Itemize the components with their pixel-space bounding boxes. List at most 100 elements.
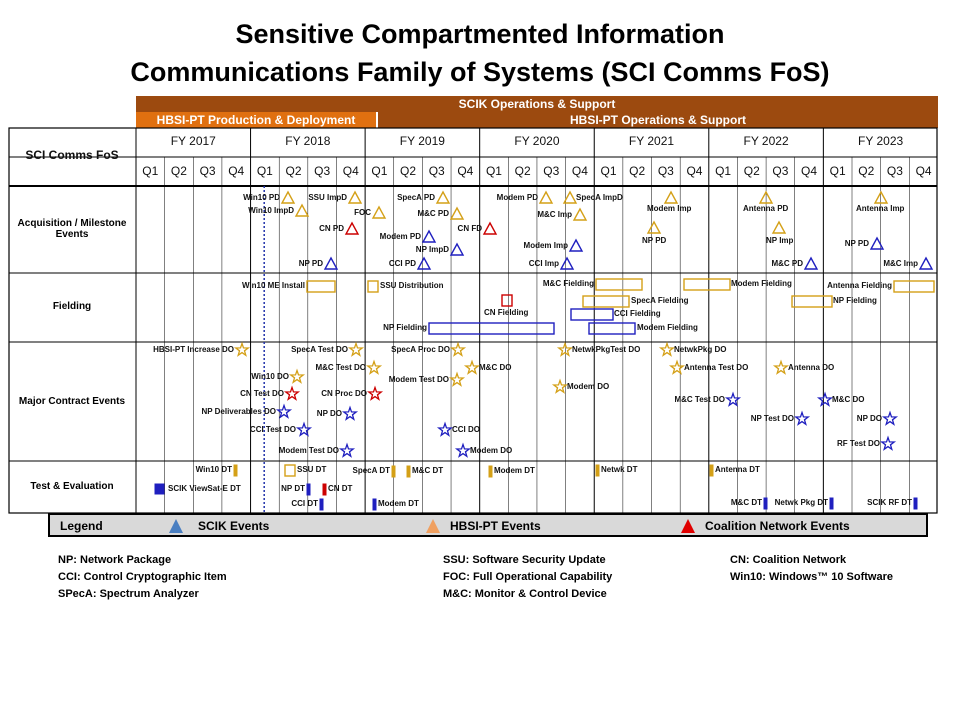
quarter-header: Q4 — [571, 164, 588, 178]
event-label: CCI PD — [388, 259, 416, 268]
dt-marker — [233, 464, 238, 477]
quarter-header: Q1 — [142, 164, 159, 178]
abbr-np: NP: Network Package — [58, 554, 172, 566]
event-label: CN Fielding — [484, 308, 529, 317]
quarter-header: Q2 — [743, 164, 760, 178]
event-label: CCI DT — [291, 499, 318, 508]
star-marker — [275, 403, 293, 419]
triangle-marker — [449, 242, 465, 256]
star-marker — [366, 385, 384, 401]
fy-header: FY 2022 — [743, 134, 789, 148]
event-label: Modem Imp — [647, 204, 692, 213]
triangle-marker — [559, 256, 575, 270]
event-label: CN FD — [457, 224, 482, 233]
hbsi-ops-band: HBSI-PT Operations & Support — [378, 112, 938, 128]
fy-header: FY 2021 — [628, 134, 675, 148]
quarter-header: Q4 — [686, 164, 703, 178]
quarter-header: Q4 — [801, 164, 818, 178]
event-label: SpecA Proc DO — [391, 345, 450, 354]
star-marker — [463, 359, 481, 375]
triangle-marker — [758, 190, 774, 204]
fielding-bar — [367, 280, 379, 293]
event-label: Modem DT — [494, 466, 535, 475]
triangle-marker — [873, 190, 889, 204]
dt-marker — [391, 465, 396, 478]
event-label: Modem Imp — [523, 241, 568, 250]
event-label: CN Test DO — [240, 389, 284, 398]
event-label: NP PD — [642, 236, 667, 245]
star-marker — [772, 359, 790, 375]
star-marker — [724, 391, 742, 407]
quarter-header: Q2 — [514, 164, 531, 178]
event-label: SSU Distribution — [380, 281, 444, 290]
row-label-test-evaluation: Test & Evaluation — [30, 481, 114, 492]
quarter-header: Q1 — [485, 164, 502, 178]
scik-triangle-icon — [169, 519, 183, 533]
event-label: Antenna PD — [743, 204, 789, 213]
event-label: NP Deliverables DO — [201, 407, 276, 416]
quarter-header: Q3 — [886, 164, 903, 178]
event-label: M&C Imp — [537, 210, 572, 219]
dt-marker — [913, 497, 918, 510]
event-label: Modem Fielding — [731, 279, 792, 288]
event-label: M&C DO — [479, 363, 512, 372]
event-label: NP DT — [281, 484, 305, 493]
event-label: Antenna Test DO — [684, 363, 749, 372]
star-marker — [551, 378, 569, 394]
triangle-marker — [347, 190, 363, 204]
triangle-marker — [323, 256, 339, 270]
triangle-marker — [562, 190, 578, 204]
fielding-bar — [791, 295, 833, 308]
triangle-marker — [294, 203, 310, 217]
event-label: Win10 DT — [195, 465, 232, 474]
fielding-bar — [893, 280, 935, 293]
fy-header: FY 2017 — [170, 134, 216, 148]
fielding-bar — [306, 280, 336, 293]
event-label: FOC — [354, 208, 371, 217]
event-label: Modem PD — [496, 193, 538, 202]
quarter-header: Q4 — [342, 164, 359, 178]
triangle-marker — [803, 256, 819, 270]
quarter-header: Q1 — [371, 164, 388, 178]
abbr-ssu: SSU: Software Security Update — [443, 554, 606, 566]
event-label: SpecA DT — [352, 466, 391, 475]
dt-marker — [372, 498, 377, 511]
triangle-marker — [572, 207, 588, 221]
triangle-marker — [646, 220, 662, 234]
abbr-speca: SPecA: Spectrum Analyzer — [58, 588, 199, 600]
event-label: Modem Test DO — [278, 446, 339, 455]
event-label: Netwk DT — [601, 465, 638, 474]
triangle-marker — [449, 206, 465, 220]
event-label: Antenna DO — [788, 363, 835, 372]
hbsi-triangle-icon — [426, 519, 440, 533]
event-label: Win10 DO — [251, 372, 289, 381]
triangle-marker — [421, 229, 437, 243]
triangle-marker — [344, 221, 360, 235]
quarter-header: Q4 — [228, 164, 245, 178]
star-marker — [295, 421, 313, 437]
star-marker — [556, 341, 574, 357]
quarter-header: Q1 — [256, 164, 273, 178]
fy-header: FY 2023 — [858, 134, 904, 148]
abbr-col2: SSU: Software Security Update FOC: Full … — [443, 552, 612, 603]
quarter-header: Q3 — [314, 164, 331, 178]
star-marker — [449, 341, 467, 357]
event-label: CN Proc DO — [321, 389, 367, 398]
dt-marker — [763, 497, 768, 510]
event-label: NetwkPkgTest DO — [572, 345, 641, 354]
event-label: CCI DO — [452, 425, 480, 434]
event-label: M&C DT — [412, 466, 444, 475]
event-label: CCI Fielding — [614, 309, 661, 318]
event-label: Modem DT — [378, 499, 419, 508]
fielding-bar — [582, 295, 630, 308]
dt-marker — [406, 465, 411, 478]
corner-label: SCI Comms FoS — [25, 148, 119, 162]
event-label: Modem DO — [567, 382, 610, 391]
fielding-bar — [588, 322, 636, 335]
fielding-bar — [501, 294, 513, 307]
star-marker — [338, 442, 356, 458]
dt-marker — [488, 465, 493, 478]
quarter-header: Q3 — [428, 164, 445, 178]
event-label: NP PD — [844, 239, 869, 248]
event-label: Modem PD — [379, 232, 421, 241]
